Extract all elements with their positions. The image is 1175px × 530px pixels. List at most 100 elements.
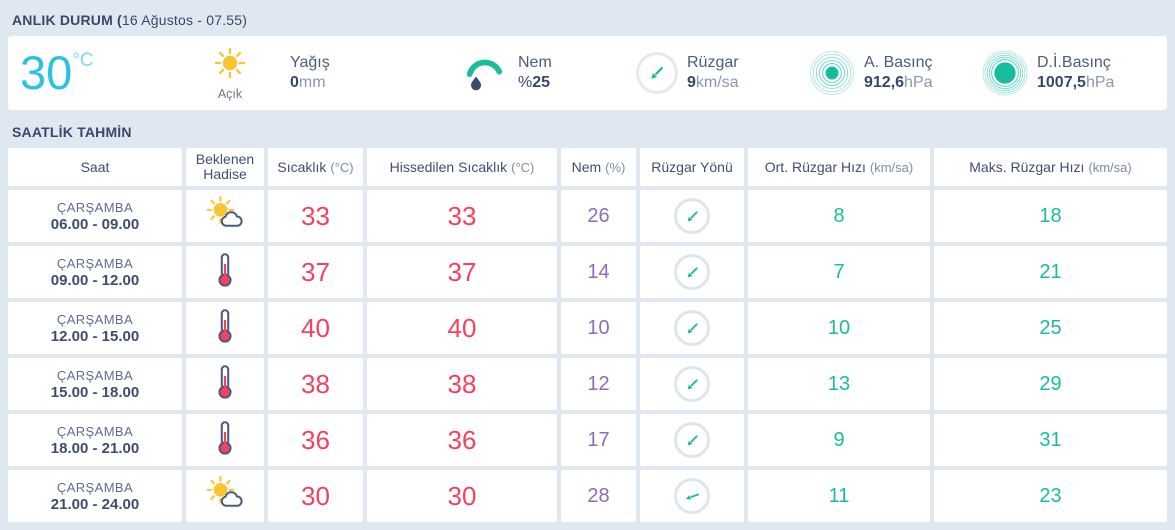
pressure-actual-label: A. Basınç (864, 54, 933, 71)
forecast-row-max-wind: 25 (934, 302, 1167, 354)
forecast-row-temperature: 38 (268, 358, 363, 410)
column-header-feels-like: Hissedilen Sıcaklık (°C) (367, 148, 557, 186)
humidity-label: Nem (518, 54, 552, 71)
forecast-row-max-wind: 23 (934, 470, 1167, 522)
forecast-row-temperature: 37 (268, 246, 363, 298)
forecast-row-avg-wind: 7 (748, 246, 930, 298)
forecast-row-avg-wind: 11 (748, 470, 930, 522)
metric-humidity: Nem %25 (463, 50, 636, 96)
sun-icon (212, 47, 248, 85)
column-header-avg-wind: Ort. Rüzgar Hızı (km/sa) (748, 148, 930, 186)
forecast-row-time: ÇARŞAMBA 09.00 - 12.00 (8, 246, 182, 298)
wind-value: 9km/sa (687, 74, 739, 91)
thermometer-icon (213, 251, 237, 293)
wind-direction-arrow-icon (674, 422, 710, 458)
forecast-row-wind-direction (640, 302, 744, 354)
forecast-row-humidity: 10 (561, 302, 636, 354)
current-condition-label: Açık (217, 87, 243, 101)
current-section-title-bold: ANLIK DURUM ( (12, 12, 122, 28)
wind-direction-arrow-icon (674, 478, 710, 514)
forecast-row-humidity: 26 (561, 190, 636, 242)
forecast-row-avg-wind: 8 (748, 190, 930, 242)
pressure-sea-label: D.İ.Basınç (1037, 54, 1111, 71)
wind-direction-arrow-icon (674, 366, 710, 402)
forecast-row-max-wind: 18 (934, 190, 1167, 242)
thermometer-icon (213, 363, 237, 405)
pressure-ripple-icon (982, 50, 1028, 96)
metric-precipitation: Yağış 0mm (290, 53, 463, 93)
current-conditions-card: 30 °C Açık Yağış 0mm (8, 36, 1167, 110)
wind-direction-arrow-icon (674, 198, 710, 234)
humidity-value: %25 (518, 74, 551, 91)
forecast-row-avg-wind: 13 (748, 358, 930, 410)
column-header-humidity: Nem (%) (561, 148, 636, 186)
forecast-row-time: ÇARŞAMBA 06.00 - 09.00 (8, 190, 182, 242)
wind-direction-arrow-icon (674, 310, 710, 346)
forecast-row-time: ÇARŞAMBA 18.00 - 21.00 (8, 414, 182, 466)
forecast-row-condition (186, 302, 264, 354)
pressure-ripple-icon (809, 50, 855, 96)
pressure-actual-value: 912,6hPa (864, 74, 933, 91)
metric-pressure-actual: A. Basınç 912,6hPa (809, 50, 982, 96)
column-header-time: Saat (8, 148, 182, 186)
precipitation-value: 0mm (290, 74, 326, 91)
forecast-row-feels-like: 33 (367, 190, 557, 242)
forecast-row-avg-wind: 9 (748, 414, 930, 466)
current-temperature-value: 30 (20, 46, 73, 99)
forecast-row-feels-like: 37 (367, 246, 557, 298)
forecast-table: Saat Beklenen Hadise Sıcaklık (°C) Hissed… (8, 148, 1167, 522)
pressure-sea-value: 1007,5hPa (1037, 74, 1115, 91)
forecast-row-humidity: 17 (561, 414, 636, 466)
wind-direction-icon (636, 52, 678, 94)
thermometer-icon (213, 307, 237, 349)
forecast-row-condition (186, 470, 264, 522)
forecast-row-max-wind: 29 (934, 358, 1167, 410)
forecast-row-wind-direction (640, 246, 744, 298)
forecast-row-feels-like: 30 (367, 470, 557, 522)
forecast-row-wind-direction (640, 470, 744, 522)
current-temperature-unit: °C (72, 50, 94, 71)
precipitation-label: Yağış (290, 54, 330, 71)
current-section-title: ANLIK DURUM (16 Ağustos - 07.55) (8, 6, 1167, 36)
forecast-row-wind-direction (640, 358, 744, 410)
forecast-row-temperature: 40 (268, 302, 363, 354)
forecast-section-title: SAATLİK TAHMİN (12, 124, 132, 140)
forecast-row-condition (186, 414, 264, 466)
forecast-row-wind-direction (640, 190, 744, 242)
forecast-row-temperature: 30 (268, 470, 363, 522)
forecast-row-max-wind: 21 (934, 246, 1167, 298)
current-section-title-date: 16 Ağustos - 07.55) (121, 12, 248, 28)
forecast-row-condition (186, 358, 264, 410)
column-header-condition: Beklenen Hadise (186, 148, 264, 186)
current-condition: Açık (170, 45, 290, 101)
forecast-row-time: ÇARŞAMBA 21.00 - 24.00 (8, 470, 182, 522)
sun-cloud-icon (205, 476, 245, 516)
metric-wind: Rüzgar 9km/sa (636, 52, 809, 94)
forecast-row-feels-like: 40 (367, 302, 557, 354)
thermometer-icon (213, 419, 237, 461)
sun-cloud-icon (205, 196, 245, 236)
forecast-row-condition (186, 246, 264, 298)
forecast-row-avg-wind: 10 (748, 302, 930, 354)
metric-pressure-sea: D.İ.Basınç 1007,5hPa (982, 50, 1155, 96)
forecast-row-humidity: 28 (561, 470, 636, 522)
forecast-row-feels-like: 38 (367, 358, 557, 410)
forecast-row-time: ÇARŞAMBA 15.00 - 18.00 (8, 358, 182, 410)
forecast-row-humidity: 14 (561, 246, 636, 298)
forecast-row-feels-like: 36 (367, 414, 557, 466)
forecast-row-time: ÇARŞAMBA 12.00 - 15.00 (8, 302, 182, 354)
forecast-row-humidity: 12 (561, 358, 636, 410)
forecast-row-max-wind: 31 (934, 414, 1167, 466)
wind-label: Rüzgar (687, 54, 739, 71)
humidity-gauge-icon (463, 50, 509, 96)
column-header-temperature: Sıcaklık (°C) (268, 148, 363, 186)
current-temperature: 30 °C (20, 47, 170, 99)
forecast-row-temperature: 36 (268, 414, 363, 466)
column-header-wind-direction: Rüzgar Yönü (640, 148, 744, 186)
forecast-row-wind-direction (640, 414, 744, 466)
column-header-max-wind: Maks. Rüzgar Hızı (km/sa) (934, 148, 1167, 186)
forecast-row-temperature: 33 (268, 190, 363, 242)
forecast-row-condition (186, 190, 264, 242)
wind-direction-arrow-icon (674, 254, 710, 290)
